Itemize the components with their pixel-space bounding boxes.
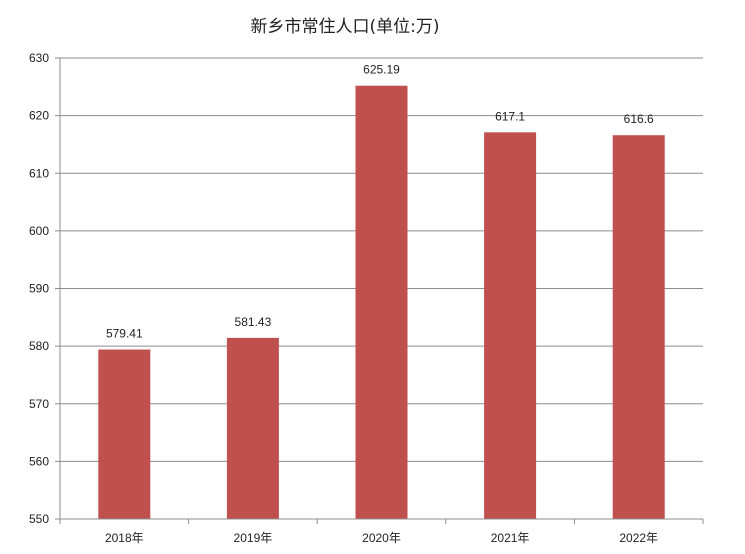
y-tick-label: 550 — [29, 512, 49, 526]
y-tick-label: 630 — [29, 51, 49, 65]
chart-title: 新乡市常住人口(单位:万) — [250, 17, 440, 37]
bar — [226, 337, 279, 519]
data-label: 617.1 — [495, 109, 525, 123]
data-label: 579.41 — [106, 327, 143, 341]
y-tick-label: 580 — [29, 339, 49, 353]
data-label: 616.6 — [624, 112, 654, 126]
bar — [484, 132, 537, 519]
bar — [355, 85, 408, 520]
bar — [98, 349, 151, 519]
y-tick-label: 570 — [29, 397, 49, 411]
x-tick-label: 2020年 — [362, 531, 401, 545]
x-tick-label: 2022年 — [619, 531, 658, 545]
y-tick-label: 620 — [29, 109, 49, 123]
y-tick-label: 590 — [29, 282, 49, 296]
data-label: 625.19 — [363, 63, 400, 77]
y-tick-label: 610 — [29, 166, 49, 180]
x-tick-label: 2019年 — [234, 531, 273, 545]
x-tick-label: 2018年 — [105, 531, 144, 545]
bar — [612, 135, 665, 519]
y-tick-label: 600 — [29, 224, 49, 238]
x-tick-label: 2021年 — [491, 531, 530, 545]
y-tick-label: 560 — [29, 454, 49, 468]
data-labels: 579.41 581.43 625.19 617.1 616.6 — [106, 63, 654, 341]
bars — [98, 85, 665, 520]
axes: 550 560 570 580 590 600 610 620 630 2018年 2019年 202… — [29, 51, 704, 545]
data-label: 581.43 — [235, 315, 272, 329]
